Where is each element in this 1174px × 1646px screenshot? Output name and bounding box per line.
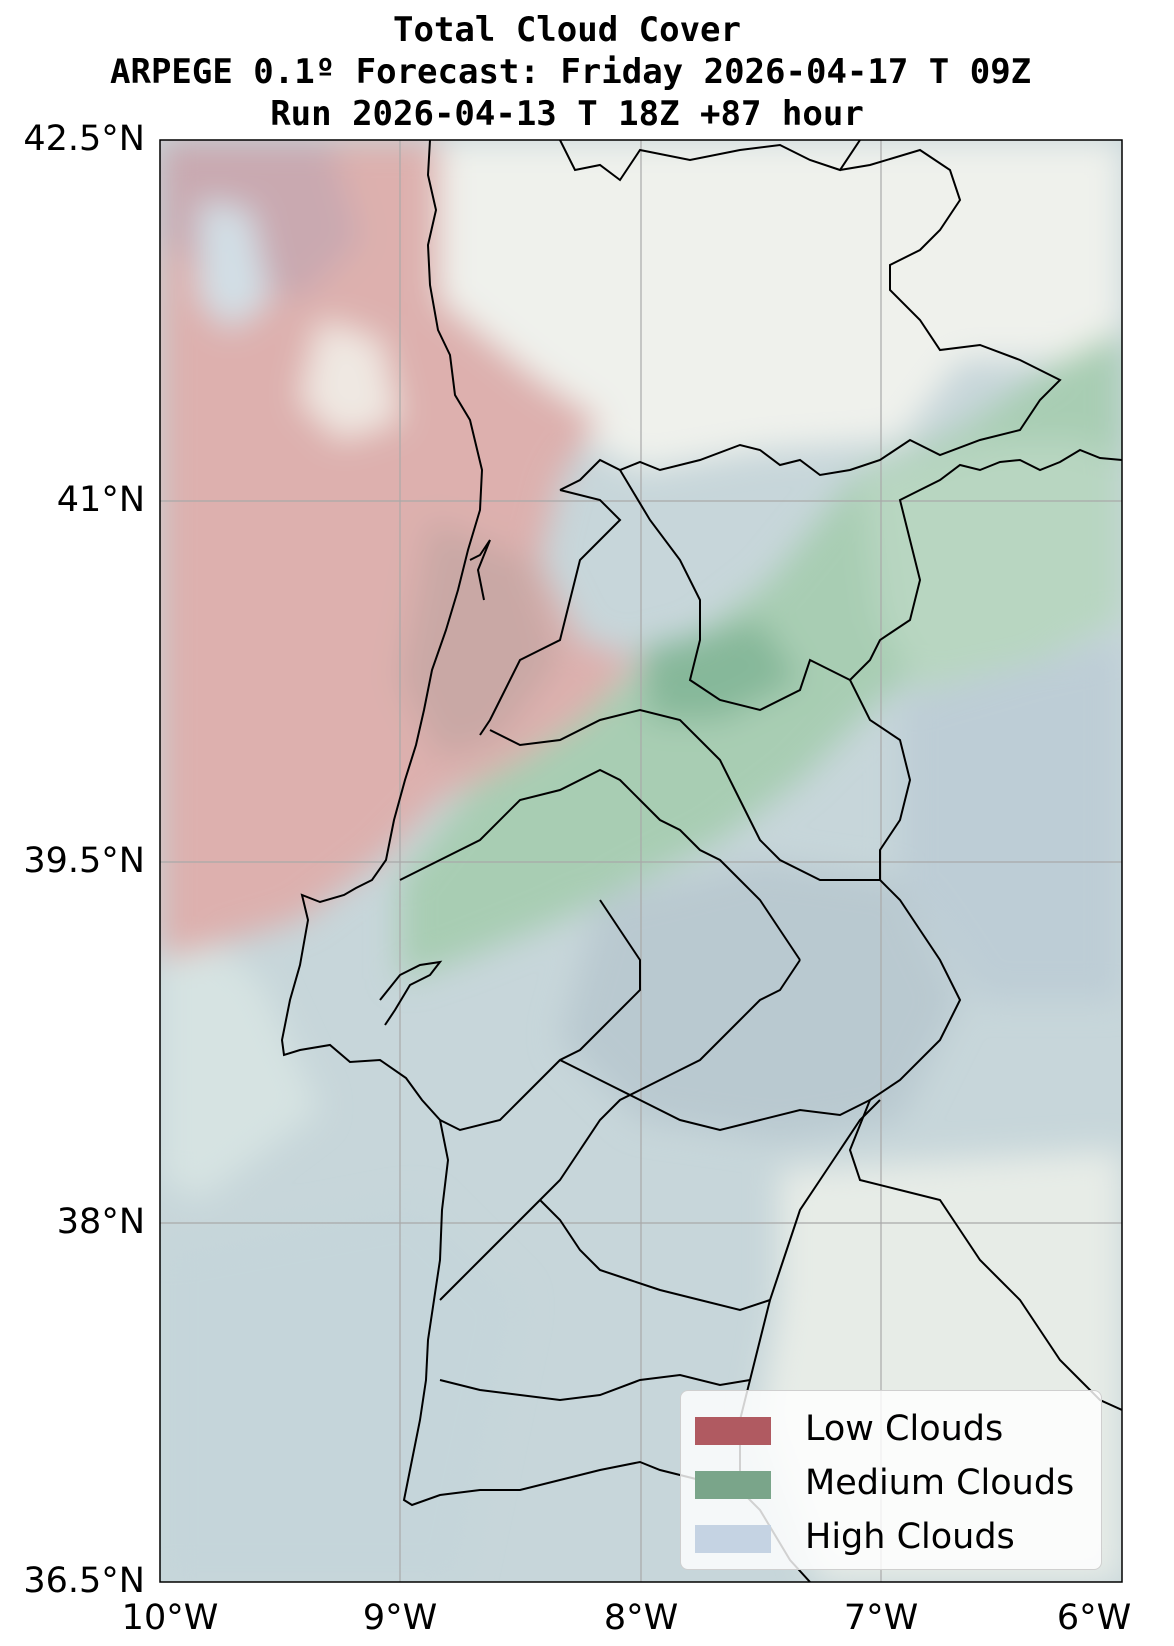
district-border-3	[489, 708, 880, 881]
district-border-8	[439, 1373, 751, 1402]
map-subtitle-run: Run 2026-04-13 T 18Z +87 hour	[270, 94, 864, 134]
x-tick-label: 9°W	[362, 1598, 438, 1638]
x-tick-label: 6°W	[1056, 1598, 1132, 1638]
legend-label-high: High Clouds	[805, 1517, 1015, 1557]
aveiro-lagoon	[469, 539, 491, 601]
legend-swatch-high	[695, 1525, 771, 1553]
border-minho	[559, 140, 861, 182]
coastline-and-borders	[280, 140, 1122, 1582]
y-tick-label: 39.5°N	[23, 841, 145, 881]
x-tick-label: 8°W	[603, 1598, 679, 1638]
map-frame	[159, 139, 1123, 1583]
x-tick-label: 7°W	[843, 1598, 919, 1638]
legend: Low Clouds Medium Clouds High Clouds	[680, 1390, 1102, 1570]
legend-label-medium: Medium Clouds	[805, 1463, 1075, 1503]
coastline	[280, 140, 811, 1582]
district-border-9	[539, 1199, 771, 1312]
y-tick-label: 41°N	[56, 480, 145, 520]
graticule	[160, 140, 1122, 1582]
district-border-2	[619, 469, 851, 712]
district-border-6	[439, 959, 801, 1301]
district-border-5	[439, 899, 641, 1132]
legend-swatch-low	[695, 1417, 771, 1445]
district-border-4	[399, 768, 801, 961]
district-border-1	[479, 489, 622, 736]
district-border-7	[739, 1099, 881, 1480]
x-tick-label: 10°W	[121, 1598, 219, 1638]
border-north-east	[559, 148, 1062, 491]
clear-north-area	[430, 140, 1122, 470]
y-tick-label: 36.5°N	[23, 1561, 145, 1601]
y-tick-label: 42.5°N	[23, 119, 145, 159]
y-tick-label: 38°N	[56, 1202, 145, 1242]
legend-swatch-medium	[695, 1471, 771, 1499]
legend-label-low: Low Clouds	[805, 1409, 1004, 1449]
tagus-estuary	[379, 960, 443, 1026]
border-east	[848, 448, 1122, 1411]
map-title: Total Cloud Cover	[393, 10, 741, 50]
district-border-10	[559, 1059, 871, 1132]
map-subtitle-forecast: ARPEGE 0.1º Forecast: Friday 2026-04-17 …	[110, 52, 1032, 92]
